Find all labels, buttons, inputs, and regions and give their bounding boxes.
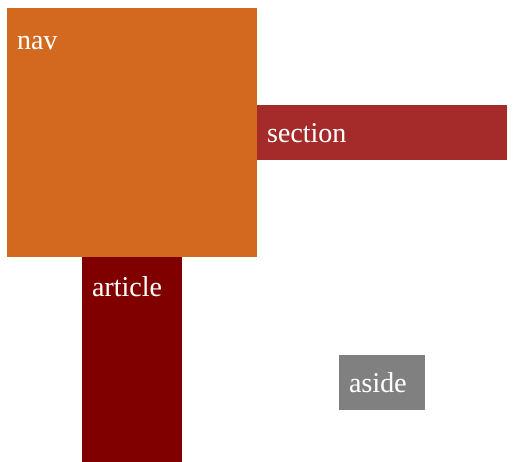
nav-label: nav bbox=[17, 25, 58, 56]
section-label: section bbox=[267, 118, 347, 149]
article-label: article bbox=[92, 272, 162, 303]
nav-box: nav bbox=[7, 8, 257, 257]
section-box: section bbox=[257, 105, 507, 160]
aside-box: aside bbox=[339, 355, 425, 410]
article-box: article bbox=[82, 257, 182, 462]
aside-label: aside bbox=[349, 368, 407, 399]
